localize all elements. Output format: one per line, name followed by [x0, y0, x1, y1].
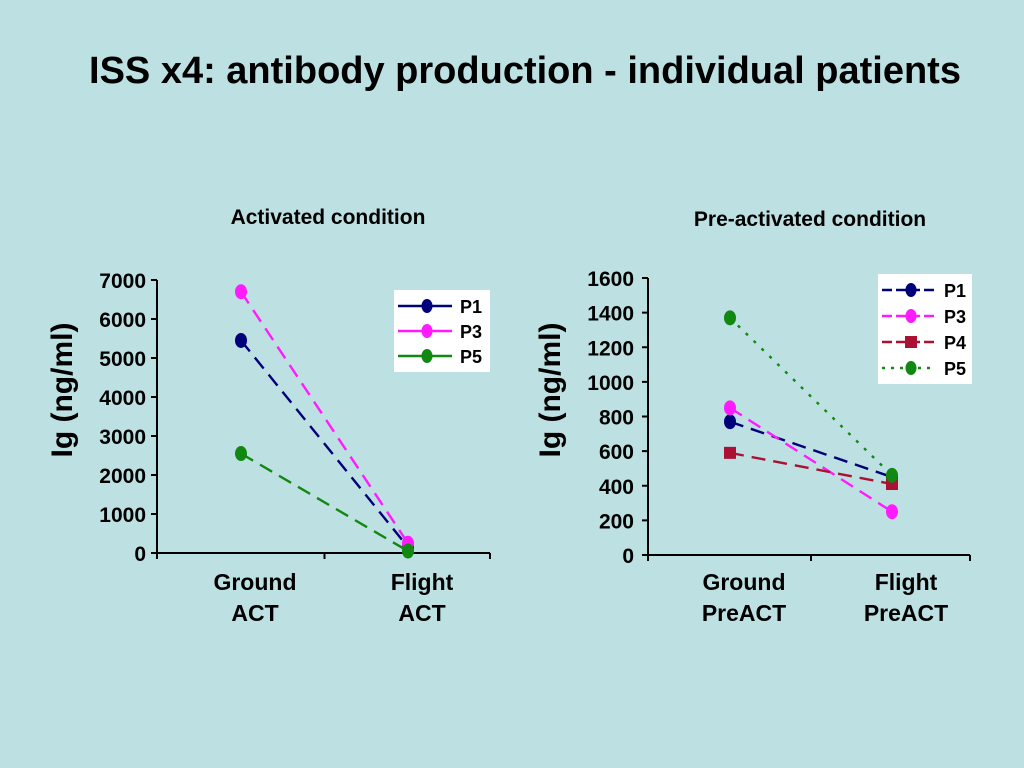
series-line-p1 — [729, 420, 893, 479]
x-tick-label: Flight — [391, 569, 454, 595]
data-point-p3 — [886, 504, 898, 520]
data-point-p3 — [724, 400, 736, 416]
legend-marker-p5 — [421, 349, 433, 363]
y-tick-label: 4000 — [99, 387, 146, 410]
legend-marker-p3 — [905, 309, 917, 323]
legend-marker-p1 — [421, 299, 433, 313]
data-point-p4 — [724, 446, 736, 459]
data-point-p1 — [724, 414, 736, 430]
y-tick-label: 3000 — [99, 426, 146, 449]
x-tick-label: ACT — [231, 600, 278, 626]
legend-label-p5: P5 — [944, 359, 966, 379]
y-tick-label: 800 — [599, 407, 634, 430]
y-tick-label: 0 — [134, 543, 146, 566]
legend-label-p4: P4 — [944, 333, 966, 353]
series-line-p5 — [729, 316, 893, 477]
x-tick-label: Ground — [213, 569, 296, 595]
series-line-p1 — [240, 339, 409, 548]
y-tick-label: 600 — [599, 441, 634, 464]
data-point-p3 — [235, 284, 247, 300]
y-tick-label: 5000 — [99, 348, 146, 371]
legend-marker-p4 — [905, 336, 917, 348]
y-tick-label: 400 — [599, 476, 634, 499]
data-point-p5 — [235, 446, 247, 462]
legend-label-p1: P1 — [944, 281, 966, 301]
series-line-p5 — [240, 452, 409, 553]
y-tick-label: 1400 — [587, 303, 634, 326]
series-line-p4 — [729, 451, 893, 486]
y-tick-label: 1000 — [587, 372, 634, 395]
x-tick-label: PreACT — [864, 600, 948, 626]
legend-marker-p1 — [905, 283, 917, 297]
data-point-p1 — [235, 332, 247, 348]
chart-title: Activated condition — [231, 206, 426, 229]
y-tick-label: 0 — [622, 545, 634, 568]
legend-label-p3: P3 — [944, 307, 966, 327]
legend-label-p3: P3 — [460, 322, 482, 342]
x-tick-label: Ground — [702, 569, 785, 595]
x-tick-label: PreACT — [702, 600, 786, 626]
legend-marker-p5 — [905, 361, 917, 375]
legend-label-p5: P5 — [460, 347, 482, 367]
y-tick-label: 1000 — [99, 504, 146, 527]
y-axis-label: Ig (ng/ml) — [534, 323, 567, 458]
data-point-p5 — [886, 467, 898, 483]
legend-marker-p3 — [421, 324, 433, 338]
data-point-p5 — [724, 310, 736, 326]
y-tick-label: 200 — [599, 510, 634, 533]
chart-title: Pre-activated condition — [694, 208, 926, 231]
series-line-p3 — [729, 406, 893, 513]
legend-box — [878, 274, 972, 384]
series-line-p3 — [240, 291, 409, 544]
data-point-p5 — [402, 543, 414, 559]
x-tick-label: Flight — [875, 569, 938, 595]
y-axis-label: Ig (ng/ml) — [46, 323, 79, 458]
y-tick-label: 6000 — [99, 309, 146, 332]
legend-label-p1: P1 — [460, 297, 482, 317]
y-tick-label: 1200 — [587, 337, 634, 360]
y-tick-label: 2000 — [99, 465, 146, 488]
page-title: ISS x4: antibody production - individual… — [89, 50, 961, 92]
y-tick-label: 7000 — [99, 270, 146, 293]
x-tick-label: ACT — [398, 600, 445, 626]
y-tick-label: 1600 — [587, 268, 634, 291]
